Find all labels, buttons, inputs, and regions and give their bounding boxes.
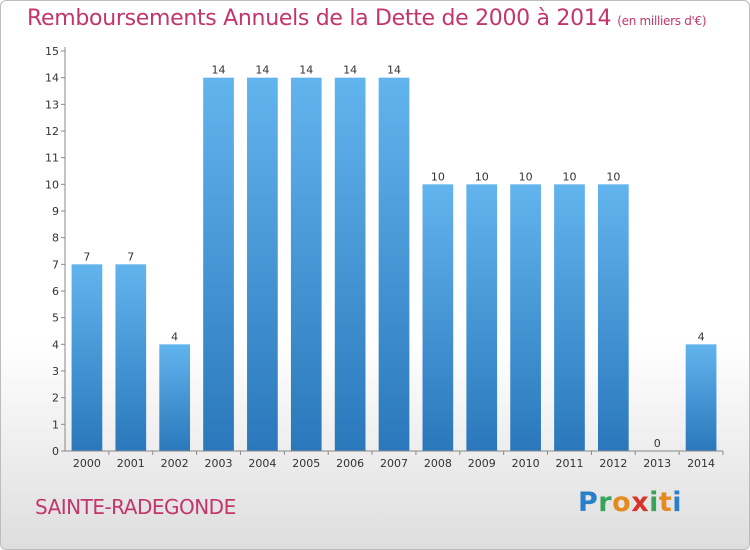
x-tick-label: 2004 <box>248 457 276 470</box>
data-label: 10 <box>431 170 445 183</box>
x-tick-label: 2001 <box>117 457 145 470</box>
y-tick-label: 13 <box>45 98 59 111</box>
data-label: 7 <box>83 250 90 263</box>
x-tick-label: 2011 <box>555 457 583 470</box>
x-tick-label: 2013 <box>643 457 671 470</box>
chart-title: Remboursements Annuels de la Dette de 20… <box>27 6 707 31</box>
bar <box>466 184 498 452</box>
data-label: 4 <box>698 330 705 343</box>
data-label: 14 <box>299 64 313 77</box>
logo-letter: i <box>649 487 659 518</box>
y-tick-label: 2 <box>52 392 59 405</box>
x-tick-label: 2006 <box>336 457 364 470</box>
city-name: SAINTE-RADEGONDE <box>35 495 236 519</box>
data-label: 14 <box>387 64 401 77</box>
bar <box>334 77 366 452</box>
x-tick-label: 2002 <box>161 457 189 470</box>
bar <box>685 344 717 451</box>
bar <box>115 264 147 451</box>
x-tick-label: 2007 <box>380 457 408 470</box>
x-tick-label: 2012 <box>599 457 627 470</box>
title-text: Remboursements Annuels de la Dette de 20… <box>27 6 612 31</box>
x-tick-label: 2005 <box>292 457 320 470</box>
bar <box>597 184 629 452</box>
y-tick-label: 10 <box>45 178 59 191</box>
y-tick-label: 8 <box>52 232 59 245</box>
bar <box>378 77 410 452</box>
y-tick-label: 1 <box>52 418 59 431</box>
y-tick-label: 11 <box>45 152 59 165</box>
y-tick-label: 5 <box>52 312 59 325</box>
bar <box>290 77 322 452</box>
y-tick-label: 6 <box>52 285 59 298</box>
data-label: 14 <box>255 64 269 77</box>
logo-letter: i <box>672 487 683 518</box>
x-tick-label: 2014 <box>687 457 715 470</box>
y-tick-label: 9 <box>52 205 59 218</box>
bar <box>203 77 234 452</box>
y-tick-label: 7 <box>52 258 59 271</box>
bar <box>247 77 278 452</box>
logo-letter: o <box>612 487 632 518</box>
data-label: 4 <box>171 330 178 343</box>
logo-letter: x <box>631 487 650 518</box>
data-label: 10 <box>606 170 620 183</box>
data-label: 14 <box>212 64 226 77</box>
x-tick-label: 2009 <box>468 457 496 470</box>
logo-letter: t <box>658 487 673 518</box>
bar <box>71 264 103 451</box>
bar <box>510 184 541 452</box>
x-tick-label: 2003 <box>205 457 233 470</box>
x-tick-label: 2000 <box>73 457 101 470</box>
logo-letter: r <box>598 487 613 518</box>
bar <box>554 184 585 452</box>
y-tick-label: 3 <box>52 365 59 378</box>
data-label: 10 <box>562 170 576 183</box>
logo-letter: P <box>578 487 599 518</box>
data-label: 14 <box>343 64 357 77</box>
x-tick-label: 2008 <box>424 457 452 470</box>
y-tick-label: 12 <box>45 125 59 138</box>
data-label: 10 <box>475 170 489 183</box>
data-label: 10 <box>519 170 533 183</box>
data-label: 7 <box>127 250 134 263</box>
unit-label: (en milliers d'€) <box>617 14 707 28</box>
y-tick-label: 0 <box>52 445 59 458</box>
proxiti-logo: Proxiti <box>578 487 682 518</box>
y-tick-label: 14 <box>45 72 59 85</box>
y-tick-label: 15 <box>45 45 59 58</box>
bar <box>159 344 191 451</box>
data-label: 0 <box>654 437 661 450</box>
y-tick-label: 4 <box>52 338 59 351</box>
bar <box>422 184 454 452</box>
x-tick-label: 2010 <box>512 457 540 470</box>
